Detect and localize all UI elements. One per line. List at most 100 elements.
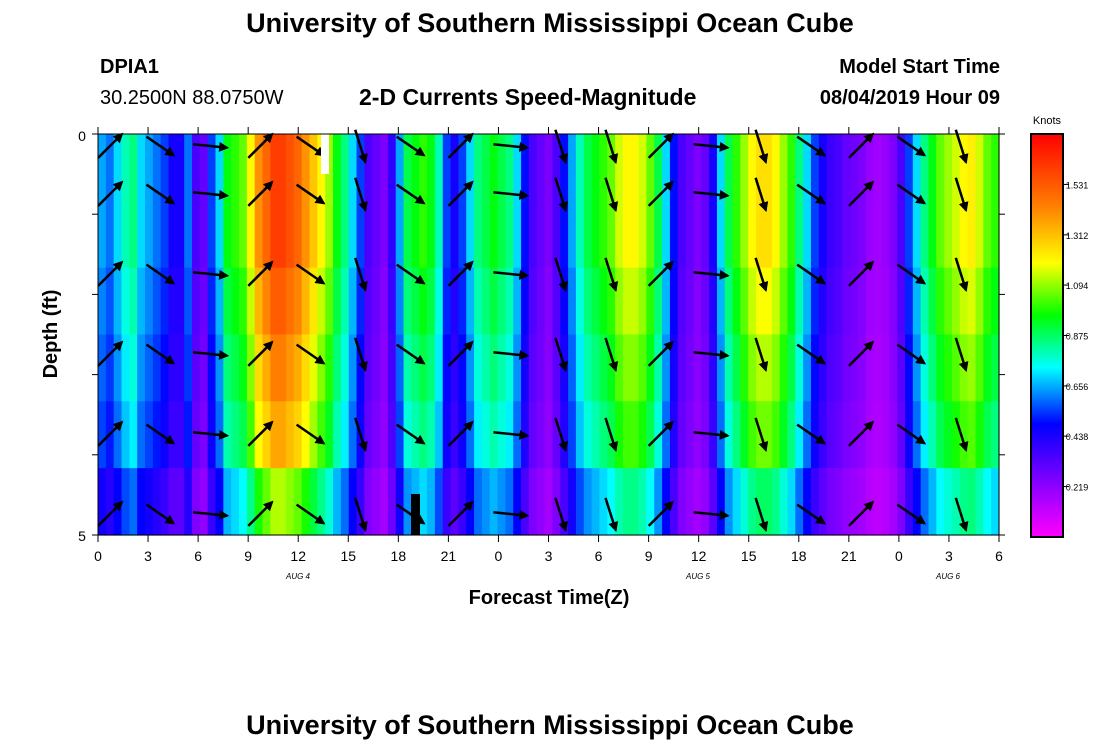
heatmap-cell: [168, 200, 177, 269]
heatmap-cell: [403, 200, 412, 269]
heatmap-cell: [293, 134, 303, 202]
heatmap-cell: [615, 200, 624, 269]
heatmap-cell: [121, 200, 130, 269]
heatmap-cell: [215, 334, 224, 402]
heatmap-cell: [575, 267, 585, 336]
heatmap-cell: [98, 468, 107, 536]
heatmap-cell: [834, 401, 843, 469]
heatmap-cell: [325, 468, 334, 536]
heatmap-cell: [293, 334, 303, 402]
heatmap-cell: [301, 468, 311, 536]
heatmap-cell: [333, 468, 342, 536]
heatmap-cell: [740, 468, 749, 536]
heatmap-cell: [160, 200, 170, 269]
heatmap-cell: [763, 267, 773, 336]
heatmap-cell: [184, 468, 193, 536]
heatmap-cell: [763, 401, 773, 469]
heatmap-cell: [583, 334, 593, 402]
heatmap-cell: [810, 267, 820, 336]
heatmap-cell: [803, 334, 812, 402]
heatmap-cell: [497, 134, 506, 202]
heatmap-cell: [607, 267, 616, 336]
heatmap-cell: [669, 468, 679, 536]
heatmap-cell: [505, 267, 514, 336]
heatmap-cell: [834, 134, 843, 202]
heatmap-cell: [372, 134, 381, 202]
heatmap-cell: [834, 468, 843, 536]
current-arrow: [295, 423, 326, 445]
current-arrow: [693, 429, 730, 440]
heatmap-cell: [568, 401, 577, 469]
heatmap-cell: [231, 267, 240, 336]
heatmap-cell: [387, 200, 397, 269]
heatmap-cell: [223, 200, 232, 269]
heatmap-cell: [810, 468, 820, 536]
heatmap-cell: [364, 200, 373, 269]
heatmap-cell: [176, 267, 185, 336]
heatmap-cell: [693, 200, 702, 269]
colorbar-tick-label: 1.094: [1066, 281, 1089, 291]
heatmap-cell: [427, 267, 436, 336]
heatmap-cell: [98, 134, 107, 202]
heatmap-cell: [168, 267, 177, 336]
colorbar-unit-label: Knots: [1033, 115, 1062, 127]
heatmap-cell: [771, 401, 781, 469]
current-arrow: [295, 343, 326, 365]
current-arrow: [295, 263, 326, 285]
current-arrow: [493, 429, 530, 440]
current-arrow: [954, 417, 969, 453]
heatmap-cell: [129, 200, 138, 269]
heatmap-cell: [568, 200, 577, 269]
heatmap-cell: [528, 401, 538, 469]
heatmap-cell: [912, 334, 922, 402]
heatmap-cell: [552, 134, 561, 202]
heatmap-cell: [826, 200, 836, 269]
heatmap-cell: [450, 401, 459, 469]
heatmap-cell: [333, 200, 342, 269]
heatmap-cell: [803, 401, 812, 469]
station-id: DPIA1: [100, 56, 159, 78]
current-arrow: [693, 189, 730, 200]
heatmap-cell: [951, 334, 961, 402]
heatmap-cell: [333, 401, 342, 469]
current-arrow: [647, 260, 674, 287]
heatmap-cell: [309, 334, 318, 402]
current-arrow: [896, 183, 927, 205]
heatmap-cell: [803, 134, 812, 202]
heatmap-cell: [340, 134, 350, 202]
heatmap-cell: [716, 200, 726, 269]
heatmap-cell: [474, 468, 483, 536]
heatmap-cell: [677, 468, 687, 536]
current-arrow: [848, 180, 875, 207]
heatmap-cell: [278, 401, 287, 469]
heatmap-cell: [239, 334, 248, 402]
heatmap-cell: [239, 267, 248, 336]
heatmap-cell: [536, 267, 546, 336]
heatmap-cell: [442, 200, 452, 269]
colorbar-tick-label: 0.875: [1066, 332, 1089, 342]
heatmap-cell: [568, 468, 577, 536]
colorbar-tick-labels: 1.531 1.312 1.094 0.875 0.656 0.438 0.219: [1066, 180, 1089, 492]
current-arrow: [354, 337, 368, 373]
heatmap-cell: [442, 401, 452, 469]
heatmap-cell: [951, 200, 961, 269]
x-tick-label: 9: [645, 548, 653, 564]
heatmap-cell: [176, 134, 185, 202]
heatmap-cell: [387, 468, 397, 536]
heatmap-cell: [560, 267, 569, 336]
heatmap-cell: [309, 267, 318, 336]
heatmap-cell: [301, 401, 311, 469]
heatmap-cell: [787, 468, 796, 536]
heatmap-cell: [599, 200, 608, 269]
heatmap-cell: [560, 134, 569, 202]
x-axis-label: Forecast Time(Z): [469, 587, 630, 609]
heatmap-cell: [348, 334, 358, 402]
heatmap-cell: [364, 334, 373, 402]
current-arrow: [354, 177, 368, 213]
heatmap-cell: [458, 334, 467, 402]
current-arrow: [554, 497, 568, 533]
heatmap-cell: [928, 334, 937, 402]
heatmap-cell: [575, 200, 585, 269]
heatmap-cell: [121, 334, 130, 402]
heatmap-cell: [701, 334, 710, 402]
